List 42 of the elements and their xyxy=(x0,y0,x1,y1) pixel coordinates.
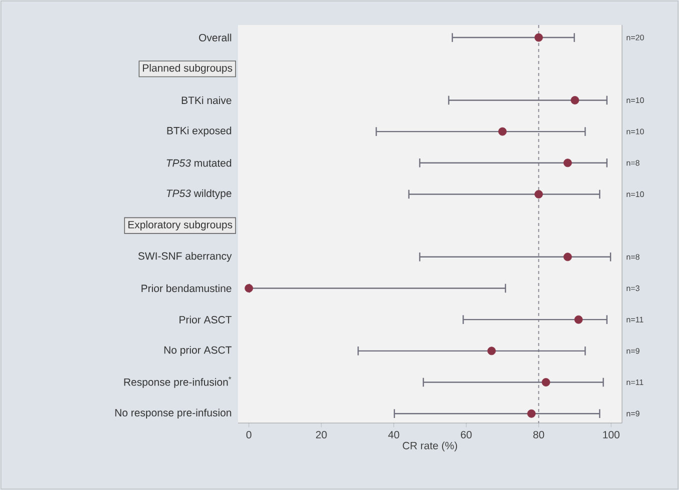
x-tick-label: 80 xyxy=(533,430,544,438)
point xyxy=(563,158,572,168)
text: n=10 xyxy=(626,97,644,104)
x-tick-label: 60 xyxy=(460,430,472,438)
y-tick-label: SWI-SNF aberrancy xyxy=(138,252,232,262)
point xyxy=(527,409,536,418)
point xyxy=(244,284,254,292)
y-tick-label: No prior ASCT xyxy=(164,346,232,356)
x-tick-label: 40 xyxy=(388,430,400,438)
y-tick-label: BTKi exposed xyxy=(167,126,232,136)
point xyxy=(498,127,507,136)
text: n=3 xyxy=(626,285,640,292)
x-tick-label: 100 xyxy=(603,430,620,438)
x-axis-title: CR rate (%) xyxy=(402,442,458,452)
text: n=11 xyxy=(626,380,644,386)
text: n=8 xyxy=(626,160,640,166)
y-tick-label: No response pre-infusion xyxy=(115,408,232,418)
y-tick-label: Prior bendamustine xyxy=(142,284,232,292)
point xyxy=(563,252,572,262)
text: n=20 xyxy=(626,34,644,40)
y-tick-label: Planned subgroups xyxy=(142,64,232,74)
y-tick-label: TP53 wildtype xyxy=(166,189,232,200)
y-tick-label: Response pre-infusion$^{*}$ xyxy=(124,376,232,388)
text: n=8 xyxy=(626,254,640,260)
text: n=10 xyxy=(626,191,644,198)
text: n=10 xyxy=(626,128,644,134)
y-tick-label: Overall xyxy=(199,34,232,42)
text: n=9 xyxy=(626,410,640,416)
y-tick-label: BTKi naive xyxy=(182,96,232,104)
y-tick-label: Exploratory subgroups xyxy=(128,220,232,230)
y-tick-label: TP53 mutated xyxy=(166,159,232,167)
point xyxy=(534,190,543,198)
text: n=9 xyxy=(626,348,640,354)
x-tick-label: 20 xyxy=(316,430,327,438)
point xyxy=(534,33,543,42)
point xyxy=(570,96,580,104)
point xyxy=(574,315,583,324)
x-tick-label: 0 xyxy=(246,430,252,438)
point xyxy=(487,346,496,356)
text: n=11 xyxy=(626,316,644,322)
point xyxy=(542,378,550,386)
y-tick-label: Prior ASCT xyxy=(180,316,232,324)
